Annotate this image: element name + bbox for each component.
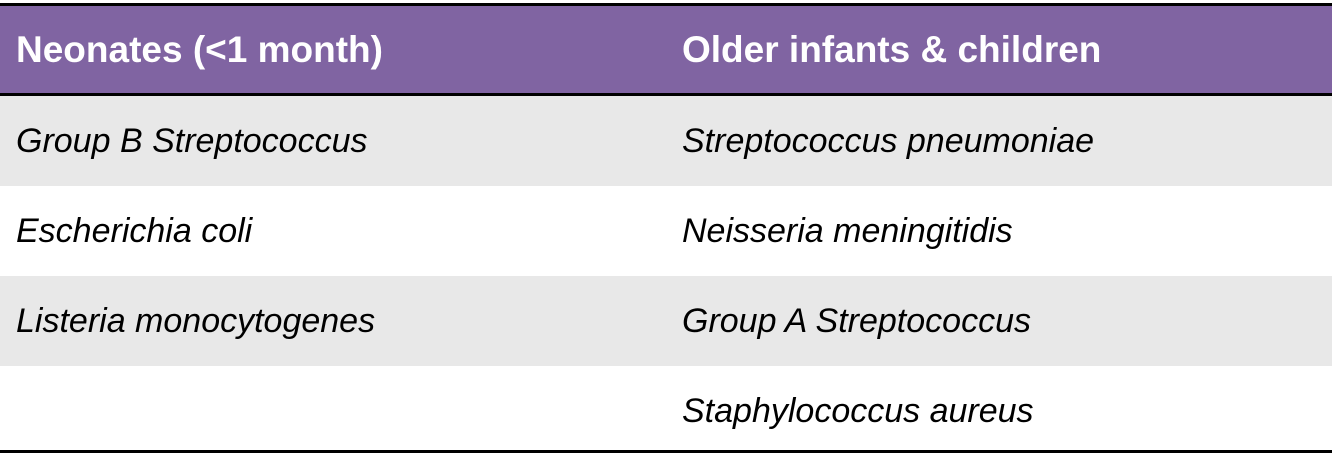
bottom-rule xyxy=(0,450,1332,453)
header-cell: Neonates (<1 month) xyxy=(16,29,383,70)
header-rule xyxy=(0,93,1332,96)
table-row xyxy=(0,366,1332,456)
table-cell: Group A Streptococcus xyxy=(682,302,1031,340)
table-cell: Streptococcus pneumoniae xyxy=(682,122,1095,160)
table-cell: Staphylococcus aureus xyxy=(682,392,1034,430)
table-row xyxy=(0,96,1332,186)
table-cell: Escherichia coli xyxy=(16,212,253,250)
table-cell: Listeria monocytogenes xyxy=(16,302,376,340)
table-cell: Group B Streptococcus xyxy=(16,122,368,160)
table-cell: Neisseria meningitidis xyxy=(682,212,1013,250)
table-row xyxy=(0,186,1332,276)
top-rule xyxy=(0,3,1332,6)
header-cell: Older infants & children xyxy=(682,29,1102,70)
table-row xyxy=(0,276,1332,366)
header-row xyxy=(0,6,1332,93)
